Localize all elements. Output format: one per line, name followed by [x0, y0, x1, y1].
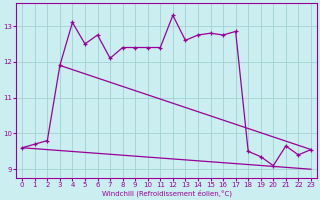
X-axis label: Windchill (Refroidissement éolien,°C): Windchill (Refroidissement éolien,°C) [101, 190, 232, 197]
